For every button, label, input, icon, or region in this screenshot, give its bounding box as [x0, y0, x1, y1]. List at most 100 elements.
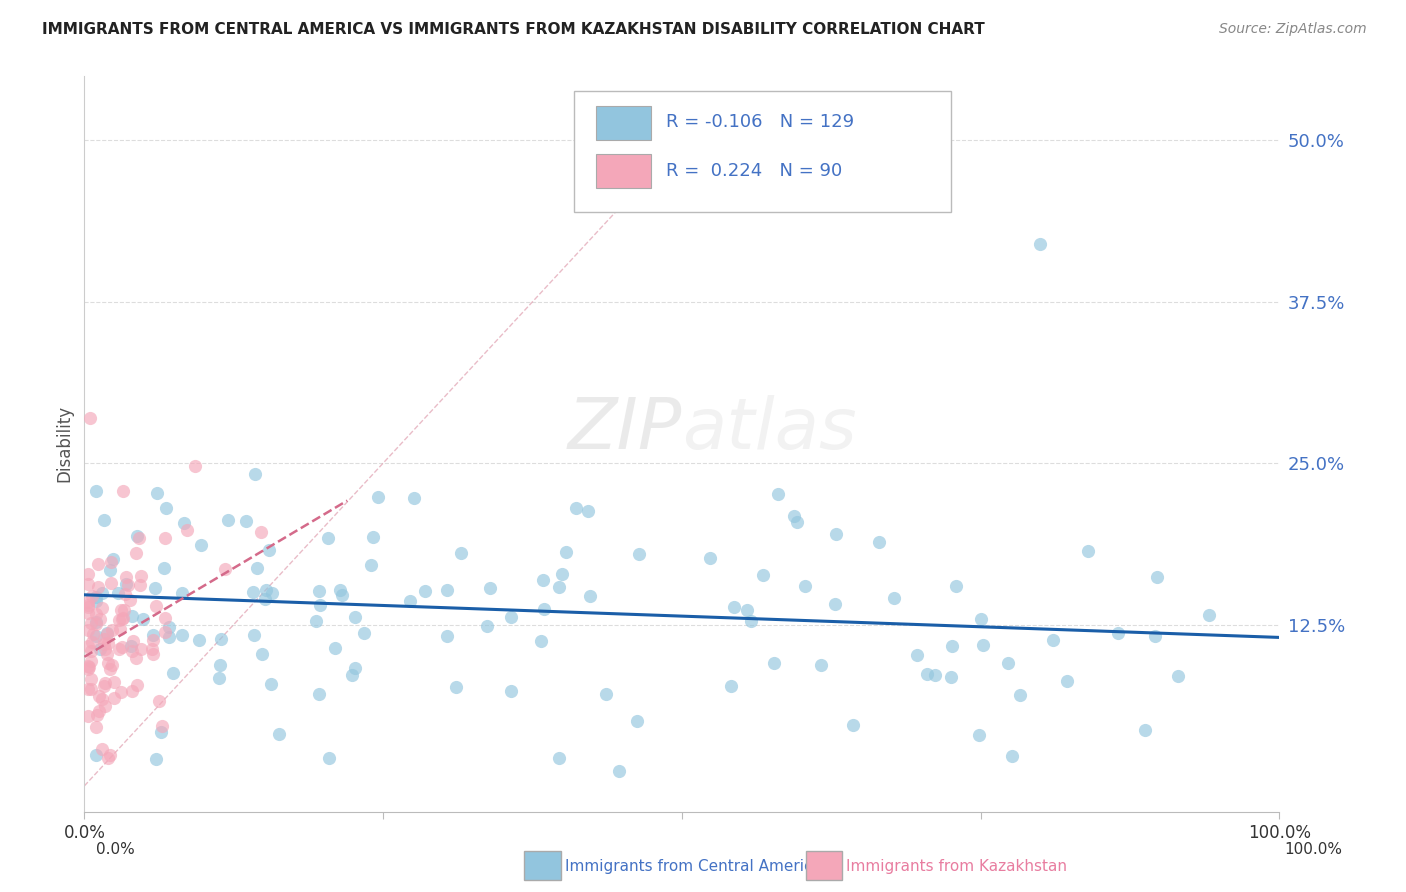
Point — [97, 657, 120, 671]
Point — [77, 624, 100, 638]
Point — [162, 665, 184, 680]
Point — [77, 662, 100, 676]
Point — [84, 616, 107, 631]
Point — [841, 718, 863, 732]
Point — [479, 581, 502, 595]
Point — [80, 681, 103, 696]
Point — [108, 642, 131, 657]
Point — [360, 558, 382, 573]
Point — [87, 689, 110, 703]
Point — [316, 531, 339, 545]
Point — [108, 622, 131, 636]
Point — [77, 659, 100, 673]
Point — [308, 688, 330, 702]
Point — [89, 642, 111, 657]
Point — [398, 594, 420, 608]
Point — [825, 527, 848, 541]
Point — [93, 637, 115, 651]
Point — [132, 612, 155, 626]
Point — [436, 629, 458, 643]
Point — [565, 501, 588, 516]
Point — [945, 579, 967, 593]
Point — [260, 677, 283, 691]
Point — [110, 685, 132, 699]
Point — [93, 679, 115, 693]
Point — [101, 623, 124, 637]
Point — [768, 486, 790, 500]
Point — [121, 644, 143, 658]
Text: 0.0%: 0.0% — [96, 842, 135, 856]
Point — [111, 483, 134, 498]
Point — [96, 627, 118, 641]
Point — [117, 578, 139, 592]
Point — [111, 612, 134, 626]
Y-axis label: Disability: Disability — [55, 405, 73, 483]
Point — [242, 585, 264, 599]
Point — [111, 640, 134, 655]
Text: 100.0%: 100.0% — [1285, 842, 1343, 856]
Text: Source: ZipAtlas.com: Source: ZipAtlas.com — [1219, 22, 1367, 37]
Text: R =  0.224   N = 90: R = 0.224 N = 90 — [666, 162, 842, 180]
Point — [90, 741, 112, 756]
Point — [86, 629, 108, 643]
Point — [361, 530, 384, 544]
Point — [107, 613, 129, 627]
FancyBboxPatch shape — [596, 106, 651, 140]
Point — [499, 609, 522, 624]
Point — [214, 562, 236, 576]
Point — [90, 585, 112, 599]
Point — [1001, 749, 1024, 764]
Text: atlas: atlas — [682, 394, 856, 464]
Point — [1077, 544, 1099, 558]
Point — [77, 660, 100, 674]
Point — [96, 625, 118, 640]
Point — [125, 529, 148, 543]
Point — [530, 634, 553, 648]
Point — [98, 563, 121, 577]
Point — [329, 582, 352, 597]
Point — [436, 582, 458, 597]
Point — [157, 620, 180, 634]
Point — [343, 660, 366, 674]
Point — [256, 582, 278, 597]
Point — [576, 504, 599, 518]
Point — [786, 515, 808, 529]
Point — [157, 630, 180, 644]
Point — [93, 632, 115, 646]
Point — [367, 490, 389, 504]
Point — [967, 728, 990, 742]
Point — [125, 650, 148, 665]
Point — [87, 558, 110, 572]
Point — [723, 599, 745, 614]
Text: R = -0.106   N = 129: R = -0.106 N = 129 — [666, 113, 855, 131]
Point — [243, 467, 266, 481]
Point — [77, 595, 100, 609]
Point — [91, 692, 114, 706]
Point — [101, 658, 124, 673]
Point — [531, 573, 554, 587]
Point — [720, 679, 742, 693]
Point — [402, 491, 425, 506]
Point — [98, 662, 121, 676]
Point — [533, 602, 555, 616]
Point — [208, 657, 231, 672]
Point — [550, 566, 572, 581]
FancyBboxPatch shape — [596, 153, 651, 187]
Point — [82, 627, 104, 641]
Point — [905, 648, 928, 663]
Point — [86, 748, 108, 763]
Point — [260, 585, 283, 599]
Point — [86, 483, 108, 498]
Point — [125, 678, 148, 692]
Point — [77, 639, 100, 653]
Point — [250, 647, 273, 661]
Point — [450, 545, 472, 559]
Point — [77, 606, 100, 620]
Text: Immigrants from Kazakhstan: Immigrants from Kazakhstan — [846, 859, 1067, 873]
Point — [444, 680, 467, 694]
Point — [1010, 688, 1032, 702]
Point — [305, 614, 328, 628]
Point — [80, 589, 103, 603]
Point — [595, 687, 617, 701]
Point — [121, 684, 143, 698]
